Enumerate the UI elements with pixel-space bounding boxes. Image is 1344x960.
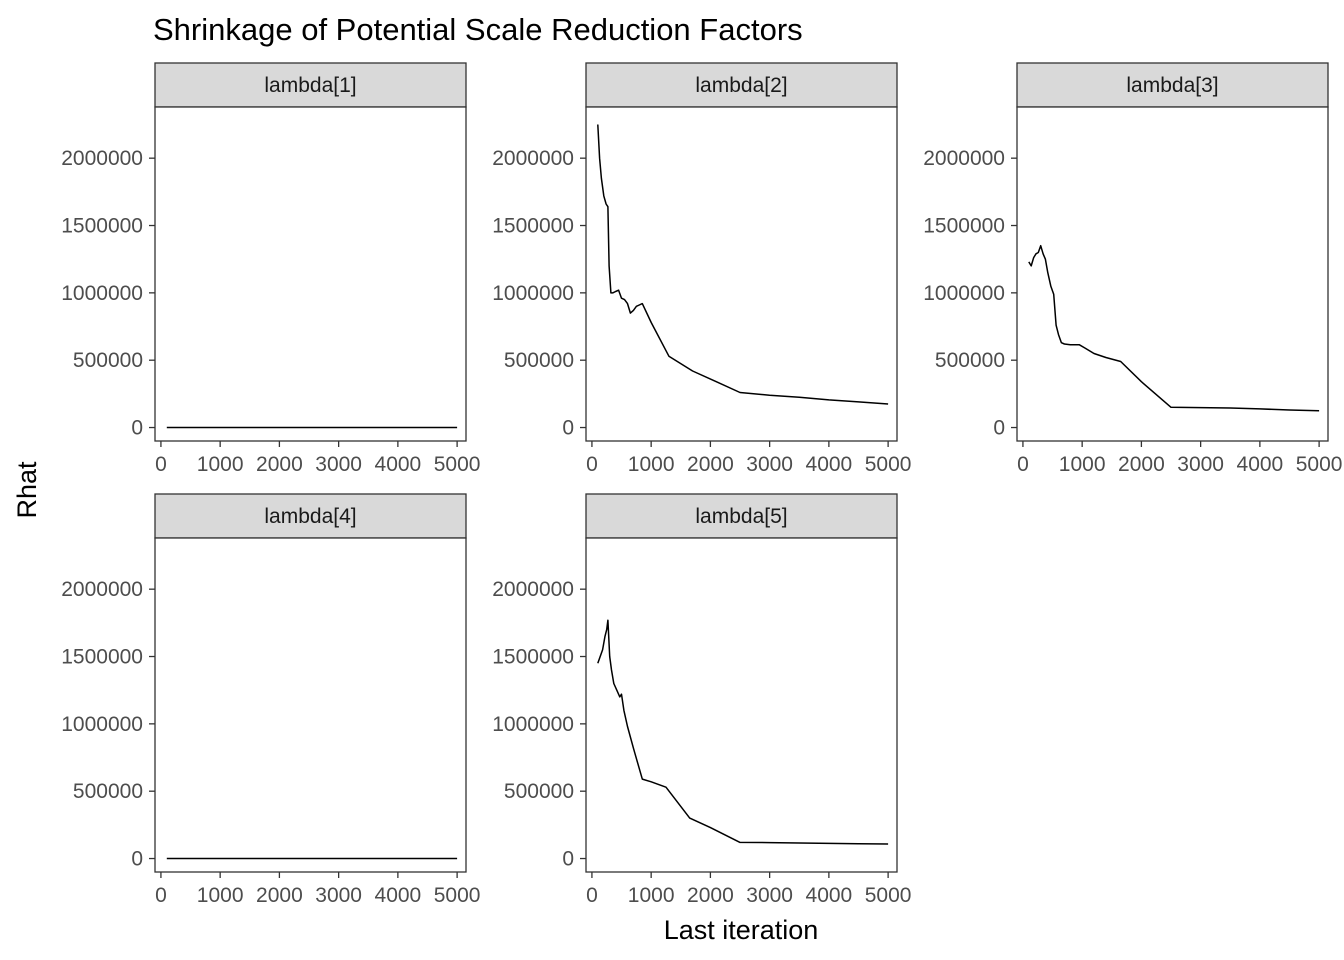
panel-background [585,106,898,442]
x-tick-label: 4000 [375,453,422,476]
y-tick-label: 500000 [935,349,1005,372]
x-tick-label: 4000 [375,884,422,907]
x-tick-label: 5000 [1296,453,1343,476]
rhat-series-line [597,619,889,845]
rhat-series-line [597,124,889,405]
y-tick-label: 1000000 [61,282,143,305]
rhat-series-line [1028,244,1320,412]
x-tick-label: 0 [586,884,598,907]
x-tick-label: 3000 [1177,453,1224,476]
facet-strip [154,493,467,539]
y-tick-label: 0 [993,417,1005,440]
x-tick-label: 5000 [434,884,481,907]
facet-panel: lambda[3] 0 500000 1000000 1500000 2000000 0 10… [923,62,1343,476]
y-tick-label: 1500000 [61,646,143,669]
facet-strip [1016,62,1329,108]
panel-background [585,537,898,873]
y-tick-label: 2000000 [61,147,143,170]
chart-title: Shrinkage of Potential Scale Reduction F… [153,12,803,47]
y-tick-label: 1500000 [923,215,1005,238]
x-tick-label: 0 [1017,453,1029,476]
x-tick-label: 2000 [687,453,734,476]
facet-panel: lambda[5] 0 500000 1000000 1500000 2000000 0 10… [492,493,912,907]
x-tick-label: 1000 [628,453,675,476]
y-tick-label: 500000 [73,780,143,803]
facet-label: lambda[3] [1126,74,1218,97]
x-tick-label: 1000 [197,453,244,476]
y-tick-label: 1000000 [61,713,143,736]
x-tick-label: 2000 [256,884,303,907]
y-tick-label: 500000 [504,780,574,803]
y-axis-title: Rhat [12,461,42,519]
x-tick-label: 5000 [434,453,481,476]
y-tick-label: 2000000 [923,147,1005,170]
x-tick-label: 0 [155,453,167,476]
y-tick-label: 1000000 [492,282,574,305]
y-tick-label: 2000000 [492,147,574,170]
x-tick-label: 2000 [687,884,734,907]
y-tick-label: 500000 [73,349,143,372]
x-axis-title: Last iteration [664,915,819,945]
facet-panel: lambda[4] 0 500000 1000000 1500000 2000000 0 10… [61,493,481,907]
facet-strip [585,62,898,108]
y-tick-label: 0 [131,417,143,440]
y-tick-label: 1000000 [923,282,1005,305]
y-tick-label: 0 [131,848,143,871]
y-tick-label: 1500000 [492,215,574,238]
x-tick-label: 2000 [1118,453,1165,476]
x-tick-label: 2000 [256,453,303,476]
facet-label: lambda[5] [695,505,787,528]
x-tick-label: 5000 [865,884,912,907]
y-tick-label: 1500000 [492,646,574,669]
facet-label: lambda[1] [264,74,356,97]
y-tick-label: 0 [562,417,574,440]
y-tick-label: 2000000 [61,578,143,601]
x-tick-label: 3000 [746,453,793,476]
facet-strip [154,62,467,108]
x-tick-label: 1000 [1059,453,1106,476]
x-tick-label: 4000 [806,884,853,907]
x-tick-label: 4000 [1237,453,1284,476]
x-tick-label: 0 [155,884,167,907]
x-tick-label: 1000 [197,884,244,907]
panel-background [154,537,467,873]
x-tick-label: 4000 [806,453,853,476]
x-tick-label: 3000 [315,884,362,907]
y-tick-label: 0 [562,848,574,871]
x-tick-label: 3000 [746,884,793,907]
y-tick-label: 2000000 [492,578,574,601]
facet-panel: lambda[2] 0 500000 1000000 1500000 2000000 0 10… [492,62,912,476]
y-tick-label: 1500000 [61,215,143,238]
panel-background [1016,106,1329,442]
facet-panel: lambda[1] 0 500000 1000000 1500000 2000000 0 10… [61,62,481,476]
x-tick-label: 3000 [315,453,362,476]
y-tick-label: 500000 [504,349,574,372]
facet-label: lambda[2] [695,74,787,97]
facet-strip [585,493,898,539]
panel-background [154,106,467,442]
x-tick-label: 0 [586,453,598,476]
x-tick-label: 5000 [865,453,912,476]
y-tick-label: 1000000 [492,713,574,736]
x-tick-label: 1000 [628,884,675,907]
facet-label: lambda[4] [264,505,356,528]
